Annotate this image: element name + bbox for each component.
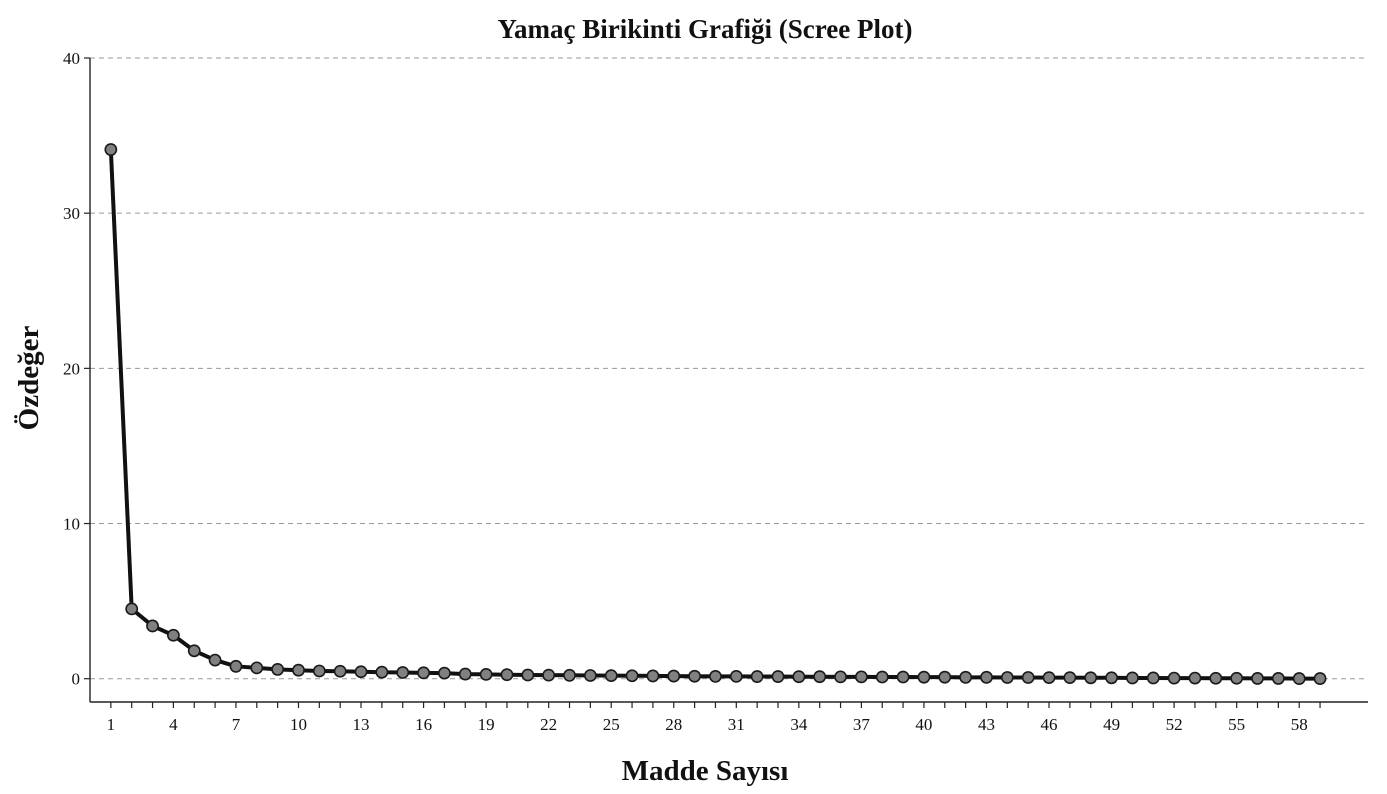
chart-title: Yamaç Birikinti Grafiği (Scree Plot) <box>498 14 913 44</box>
data-point-2 <box>126 603 137 614</box>
y-axis-ticks: 0 10 20 30 40 <box>63 49 90 689</box>
x-tick-label: 19 <box>478 715 495 734</box>
grid-lines <box>90 58 1368 679</box>
x-tick-label: 46 <box>1041 715 1058 734</box>
x-tick-label: 52 <box>1166 715 1183 734</box>
data-point-40 <box>918 672 929 683</box>
data-point-6 <box>209 655 220 666</box>
data-point-1 <box>105 144 116 155</box>
x-tick-label: 37 <box>853 715 871 734</box>
data-point-14 <box>376 667 387 678</box>
data-point-30 <box>710 671 721 682</box>
data-point-15 <box>397 667 408 678</box>
data-point-7 <box>230 661 241 672</box>
data-point-39 <box>897 671 908 682</box>
data-point-31 <box>731 671 742 682</box>
data-point-12 <box>335 666 346 677</box>
data-point-51 <box>1148 672 1159 683</box>
data-point-17 <box>439 668 450 679</box>
data-point-48 <box>1085 672 1096 683</box>
x-axis-label: Madde Sayısı <box>622 755 789 787</box>
data-point-16 <box>418 667 429 678</box>
data-point-42 <box>960 672 971 683</box>
x-tick-label: 13 <box>353 715 370 734</box>
x-tick-label: 22 <box>540 715 557 734</box>
data-point-28 <box>668 670 679 681</box>
y-tick-label: 40 <box>63 49 80 68</box>
x-tick-label: 25 <box>603 715 620 734</box>
data-point-47 <box>1064 672 1075 683</box>
data-point-3 <box>147 620 158 631</box>
data-point-21 <box>522 669 533 680</box>
data-point-59 <box>1314 673 1325 684</box>
data-point-34 <box>793 671 804 682</box>
data-point-8 <box>251 662 262 673</box>
data-point-27 <box>647 670 658 681</box>
x-tick-label: 55 <box>1228 715 1245 734</box>
x-tick-label: 58 <box>1291 715 1308 734</box>
data-point-10 <box>293 665 304 676</box>
x-tick-label: 31 <box>728 715 745 734</box>
x-tick-label: 7 <box>232 715 241 734</box>
data-point-36 <box>835 671 846 682</box>
data-point-33 <box>772 671 783 682</box>
data-point-23 <box>564 670 575 681</box>
x-axis-ticks: 1 4 7 10 13 16 19 22 25 28 31 34 37 40 43 46 49 52 55 58 <box>107 702 1320 734</box>
y-axis-label: Özdeğer <box>13 326 45 431</box>
data-point-38 <box>877 671 888 682</box>
y-tick-label: 0 <box>72 670 81 689</box>
data-point-4 <box>168 630 179 641</box>
data-point-46 <box>1043 672 1054 683</box>
data-point-56 <box>1252 673 1263 684</box>
data-point-45 <box>1023 672 1034 683</box>
data-point-49 <box>1106 672 1117 683</box>
data-point-20 <box>501 669 512 680</box>
data-point-53 <box>1189 673 1200 684</box>
data-point-50 <box>1127 672 1138 683</box>
data-point-55 <box>1231 673 1242 684</box>
data-point-43 <box>981 672 992 683</box>
data-point-37 <box>856 671 867 682</box>
data-point-57 <box>1273 673 1284 684</box>
x-tick-label: 4 <box>169 715 178 734</box>
axes <box>90 58 1368 702</box>
data-point-5 <box>189 645 200 656</box>
x-tick-label: 43 <box>978 715 995 734</box>
data-point-58 <box>1294 673 1305 684</box>
x-tick-label: 1 <box>107 715 116 734</box>
eigenvalue-line <box>111 150 1320 679</box>
data-point-29 <box>689 671 700 682</box>
data-point-54 <box>1210 673 1221 684</box>
data-point-11 <box>314 665 325 676</box>
y-tick-label: 30 <box>63 204 80 223</box>
x-tick-label: 49 <box>1103 715 1120 734</box>
data-point-9 <box>272 664 283 675</box>
x-tick-label: 28 <box>665 715 682 734</box>
data-point-52 <box>1169 673 1180 684</box>
data-point-41 <box>939 672 950 683</box>
data-point-35 <box>814 671 825 682</box>
eigenvalue-series <box>105 144 1325 684</box>
data-point-26 <box>626 670 637 681</box>
y-tick-label: 10 <box>63 515 80 534</box>
y-tick-label: 20 <box>63 359 80 378</box>
x-tick-label: 34 <box>790 715 808 734</box>
data-point-25 <box>606 670 617 681</box>
data-point-19 <box>481 669 492 680</box>
data-point-22 <box>543 670 554 681</box>
data-point-24 <box>585 670 596 681</box>
x-tick-label: 16 <box>415 715 432 734</box>
x-tick-label: 10 <box>290 715 307 734</box>
data-point-18 <box>460 668 471 679</box>
data-point-44 <box>1002 672 1013 683</box>
data-point-32 <box>752 671 763 682</box>
data-point-13 <box>355 666 366 677</box>
x-tick-label: 40 <box>915 715 932 734</box>
